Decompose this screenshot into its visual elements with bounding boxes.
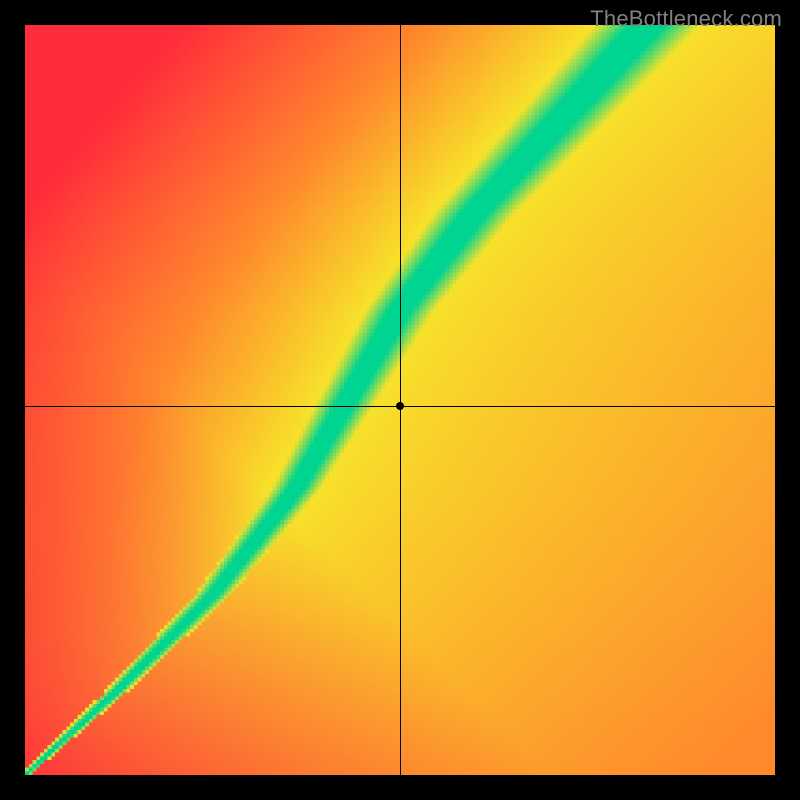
watermark-text: TheBottleneck.com (590, 6, 782, 32)
crosshair-marker (396, 402, 404, 410)
chart-container: TheBottleneck.com (0, 0, 800, 800)
crosshair-vertical (400, 25, 401, 775)
